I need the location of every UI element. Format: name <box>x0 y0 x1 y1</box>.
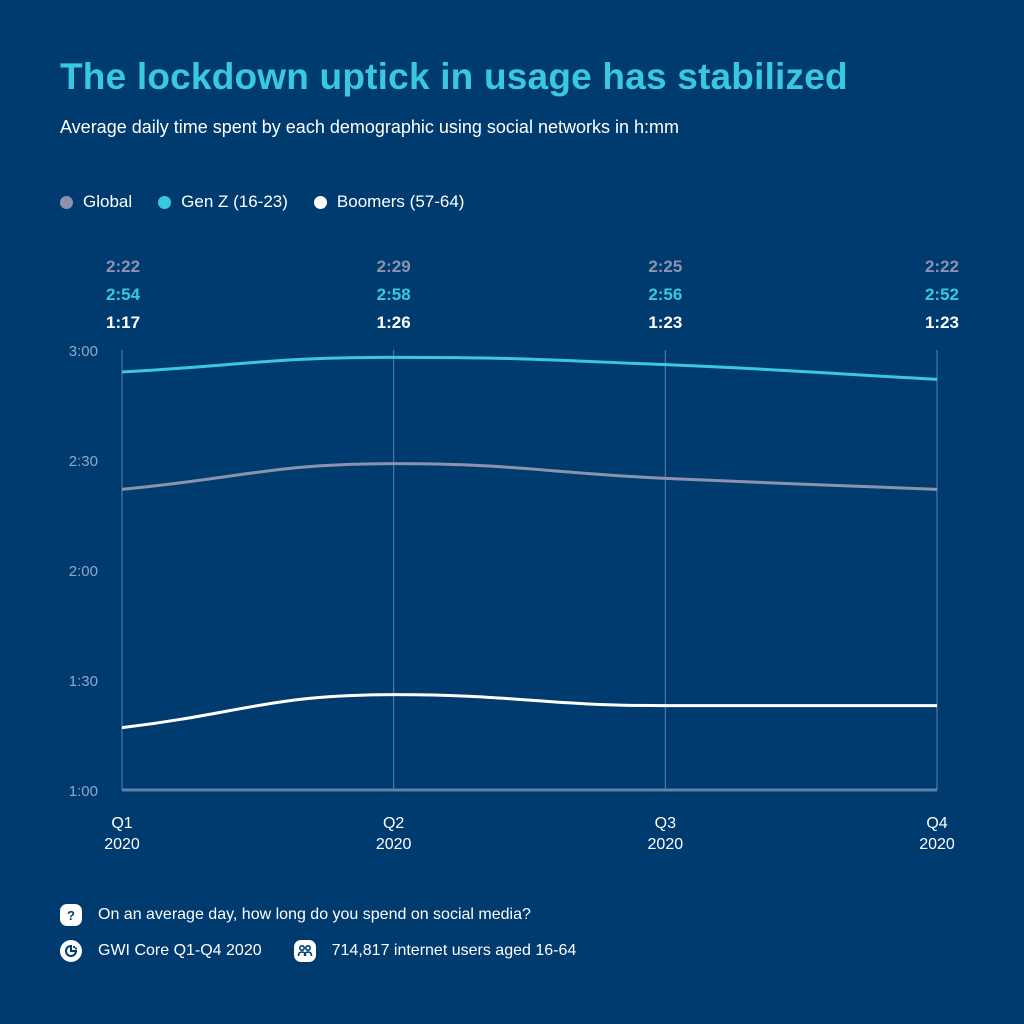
legend-dot-boomers <box>313 195 327 209</box>
legend-item-genz: Gen Z (16-23) <box>158 192 288 212</box>
x-tick-label-quarter: Q2 <box>383 815 404 832</box>
data-label-boomers: 1:23 <box>648 313 682 332</box>
sample-text: 714,817 internet users aged 16-64 <box>331 942 577 959</box>
y-tick-label: 2:30 <box>69 453 98 470</box>
x-tick-label-quarter: Q1 <box>111 815 132 832</box>
legend-item-boomers: Boomers (57-64) <box>313 192 465 212</box>
data-label-genz: 2:58 <box>377 285 411 304</box>
source-text: GWI Core Q1-Q4 2020 <box>98 942 262 959</box>
y-tick-label: 2:00 <box>69 563 98 580</box>
series-line-genz <box>121 355 938 381</box>
data-label-boomers: 1:23 <box>925 313 959 332</box>
legend-dot-global <box>60 195 73 209</box>
data-label-global: 2:25 <box>648 257 682 276</box>
chart-subtitle: Average daily time spent by each demogra… <box>60 117 679 137</box>
y-tick-label: 1:00 <box>69 783 98 800</box>
question-icon: ? <box>60 904 82 926</box>
gwi-logo-icon <box>60 940 82 962</box>
data-label-global: 2:22 <box>925 257 959 276</box>
y-tick-label: 3:00 <box>69 343 98 360</box>
x-tick-label-quarter: Q4 <box>926 815 947 832</box>
footer-question: ? On an average day, how long do you spe… <box>60 904 531 926</box>
x-tick-label-year: 2020 <box>648 836 684 853</box>
x-tick-label-year: 2020 <box>919 836 955 853</box>
data-label-genz: 2:54 <box>106 285 141 304</box>
x-tick-label-year: 2020 <box>104 836 140 853</box>
legend-label-genz: Gen Z (16-23) <box>181 192 288 211</box>
x-tick-label-year: 2020 <box>376 836 412 853</box>
data-label-boomers: 1:17 <box>106 313 140 332</box>
data-label-genz: 2:56 <box>648 285 682 304</box>
data-label-genz: 2:52 <box>925 285 959 304</box>
legend-label-boomers: Boomers (57-64) <box>336 192 465 211</box>
data-label-global: 2:29 <box>377 257 411 276</box>
chart-title: The lockdown uptick in usage has stabili… <box>60 56 848 97</box>
legend-dot-genz <box>158 195 172 209</box>
series-line-boomers <box>121 693 937 730</box>
legend-item-global: Global <box>60 192 132 212</box>
footer-source: GWI Core Q1-Q4 2020 714,817 internet use… <box>60 940 576 962</box>
data-label-global: 2:22 <box>106 257 140 276</box>
legend-label-global: Global <box>83 192 133 211</box>
question-text: On an average day, how long do you spend… <box>98 906 531 923</box>
legend: Global Gen Z (16-23) Boomers (57-64) <box>60 192 464 212</box>
x-tick-label-quarter: Q3 <box>655 815 676 832</box>
y-tick-label: 1:30 <box>69 673 98 690</box>
series-line-global <box>121 462 938 491</box>
data-label-boomers: 1:26 <box>377 313 411 332</box>
users-icon <box>293 940 316 962</box>
